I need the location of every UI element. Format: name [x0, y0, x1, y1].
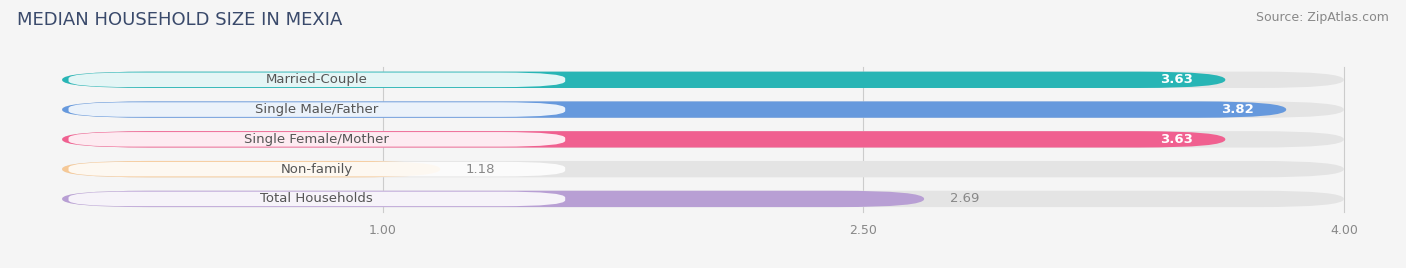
Text: 3.63: 3.63: [1160, 133, 1194, 146]
FancyBboxPatch shape: [62, 191, 924, 207]
Text: Source: ZipAtlas.com: Source: ZipAtlas.com: [1256, 11, 1389, 24]
FancyBboxPatch shape: [62, 72, 1344, 88]
Text: Single Female/Mother: Single Female/Mother: [245, 133, 389, 146]
FancyBboxPatch shape: [62, 72, 1225, 88]
FancyBboxPatch shape: [69, 192, 565, 206]
FancyBboxPatch shape: [62, 191, 1344, 207]
Text: 2.69: 2.69: [949, 192, 979, 205]
FancyBboxPatch shape: [62, 131, 1225, 148]
Text: 3.82: 3.82: [1222, 103, 1254, 116]
FancyBboxPatch shape: [62, 101, 1286, 118]
FancyBboxPatch shape: [69, 102, 565, 117]
FancyBboxPatch shape: [69, 132, 565, 147]
Text: 1.18: 1.18: [465, 163, 495, 176]
FancyBboxPatch shape: [69, 73, 565, 87]
FancyBboxPatch shape: [69, 162, 565, 176]
Text: Non-family: Non-family: [281, 163, 353, 176]
Text: 3.63: 3.63: [1160, 73, 1194, 86]
FancyBboxPatch shape: [62, 161, 1344, 177]
Text: Married-Couple: Married-Couple: [266, 73, 368, 86]
FancyBboxPatch shape: [62, 131, 1344, 148]
Text: Total Households: Total Households: [260, 192, 373, 205]
FancyBboxPatch shape: [62, 161, 440, 177]
FancyBboxPatch shape: [62, 101, 1344, 118]
Text: MEDIAN HOUSEHOLD SIZE IN MEXIA: MEDIAN HOUSEHOLD SIZE IN MEXIA: [17, 11, 342, 29]
Text: Single Male/Father: Single Male/Father: [256, 103, 378, 116]
